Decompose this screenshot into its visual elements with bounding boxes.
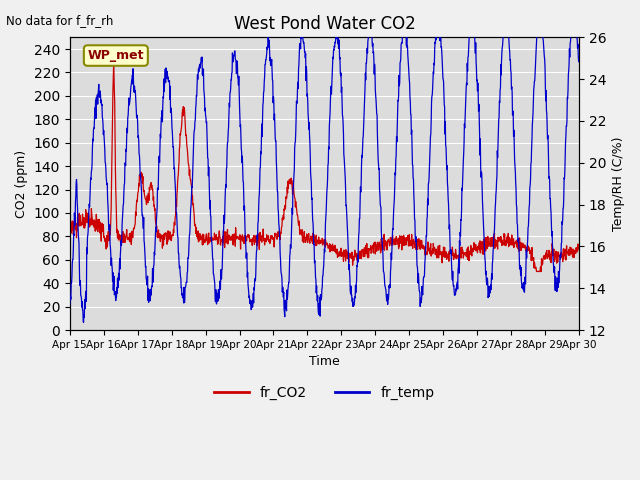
Y-axis label: Temp/RH (C/%): Temp/RH (C/%) [612, 136, 625, 231]
Text: No data for f_fr_rh: No data for f_fr_rh [6, 14, 114, 27]
X-axis label: Time: Time [309, 355, 340, 368]
Title: West Pond Water CO2: West Pond Water CO2 [234, 15, 415, 33]
Y-axis label: CO2 (ppm): CO2 (ppm) [15, 150, 28, 218]
Legend: fr_CO2, fr_temp: fr_CO2, fr_temp [209, 380, 440, 405]
Text: WP_met: WP_met [88, 49, 144, 62]
